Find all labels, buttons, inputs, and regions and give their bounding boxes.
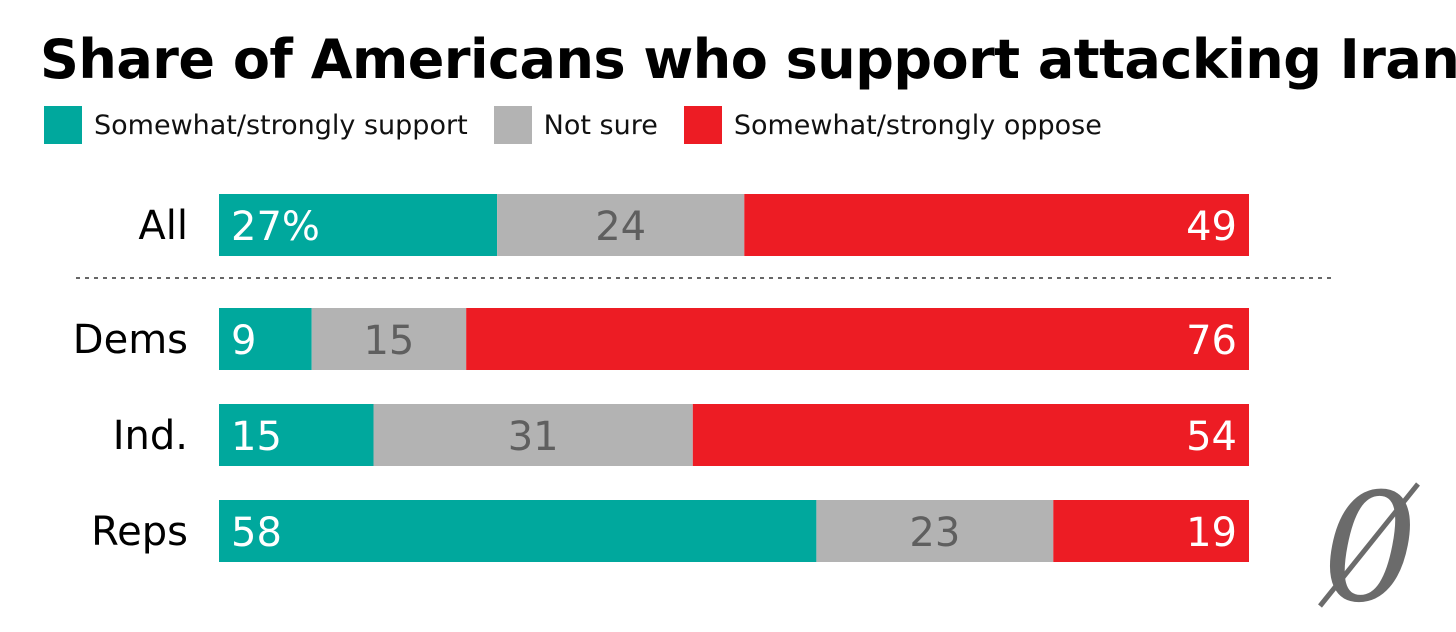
data-label-dems-1: 15 [363,318,414,364]
bar-segment-ind-0 [219,404,374,466]
legend: Somewhat/strongly support Not sure Somew… [44,106,1128,144]
legend-label-oppose: Somewhat/strongly oppose [733,109,1102,141]
data-label-all-2: 49 [1186,204,1237,250]
legend-label-support: Somewhat/strongly support [94,109,468,141]
data-label-all-1: 24 [595,204,646,250]
data-label-reps-1: 23 [909,510,960,556]
data-label-reps-0: 58 [231,510,282,556]
logo-slash [1318,482,1420,608]
legend-label-not-sure: Not sure [543,109,658,141]
legend-swatch-not-sure [493,106,532,144]
bar-segment-dems-2 [466,308,1249,370]
legend-item-oppose: Somewhat/strongly oppose [683,106,1102,144]
bar-segment-reps-0 [219,500,817,562]
logo-watermark-icon: 0 [1318,476,1420,612]
bar-segment-reps-1 [816,500,1054,562]
row-label-dems: Dems [73,317,188,363]
legend-swatch-support [44,106,82,144]
legend-swatch-oppose [683,106,722,144]
row-label-all: All [138,203,188,249]
bar-segment-ind-2 [692,404,1249,466]
data-label-ind-1: 31 [508,414,559,460]
bar-segment-reps-2 [1053,500,1249,562]
legend-item-support: Somewhat/strongly support [44,106,468,144]
bar-segment-ind-1 [373,404,693,466]
row-label-reps: Reps [91,509,188,555]
bar-segment-dems-0 [219,308,312,370]
data-label-all-0: 27% [231,204,320,250]
row-label-ind: Ind. [113,413,188,459]
bar-segment-dems-1 [311,308,467,370]
legend-item-not-sure: Not sure [493,106,658,144]
data-label-dems-2: 76 [1186,318,1237,364]
chart-title: Share of Americans who support attacking… [40,28,1456,91]
data-label-ind-2: 54 [1186,414,1237,460]
data-label-dems-0: 9 [231,318,256,364]
data-label-ind-0: 15 [231,414,282,460]
data-label-reps-2: 19 [1186,510,1237,556]
bar-segment-all-2 [744,194,1249,256]
bar-segment-all-0 [219,194,498,256]
bar-segment-all-1 [497,194,745,256]
